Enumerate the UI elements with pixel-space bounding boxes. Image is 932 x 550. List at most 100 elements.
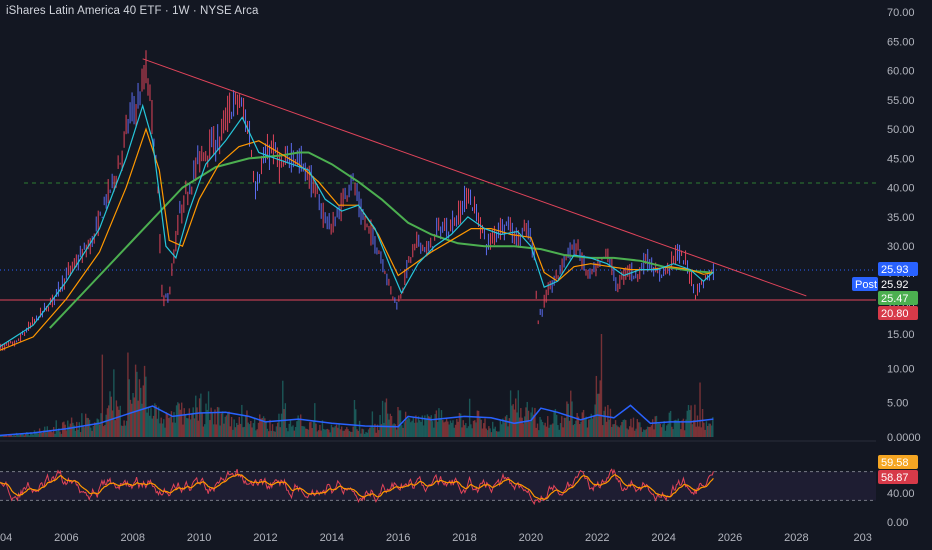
volume-bar	[241, 404, 243, 437]
volume-bar	[293, 430, 296, 437]
volume-bar	[385, 398, 388, 437]
trendline[interactable]	[142, 58, 807, 297]
volume-bar	[264, 418, 266, 437]
volume-bar	[461, 427, 463, 437]
volume-bar	[114, 420, 116, 437]
volume-bar	[419, 420, 421, 437]
volume-bar	[206, 409, 208, 437]
volume-bar	[247, 422, 249, 437]
volume-bar	[699, 382, 701, 437]
volume-bar	[465, 423, 467, 437]
volume-bar	[95, 422, 97, 437]
volume-bar	[580, 421, 582, 437]
volume-bar	[196, 407, 198, 437]
volume-bar	[29, 432, 32, 437]
volume-bar	[255, 430, 257, 437]
volume-bar	[508, 418, 511, 437]
volume-bar	[431, 421, 434, 437]
volume-bar	[407, 417, 409, 437]
volume-bar	[388, 419, 390, 437]
volume-bar	[572, 425, 575, 437]
volume-bar	[477, 410, 480, 437]
volume-bar	[427, 416, 430, 437]
volume-bar	[712, 417, 714, 437]
volume-bar	[5, 435, 8, 437]
volume-bar	[366, 432, 368, 437]
ema-fast-line	[0, 103, 714, 348]
volume-bar	[178, 403, 180, 437]
volume-bar	[530, 412, 532, 437]
volume-bar	[47, 431, 50, 437]
rsi-line	[0, 468, 714, 506]
volume-bar	[168, 418, 170, 437]
volume-bar	[8, 435, 10, 437]
volume-bar	[498, 431, 500, 437]
time-axis-tick: 2016	[386, 532, 410, 544]
volume-bar	[515, 398, 517, 437]
volume-bar	[370, 426, 372, 437]
volume-bar	[664, 430, 667, 437]
volume-bar	[72, 422, 74, 437]
volume-bar	[195, 395, 197, 437]
volume-bar	[17, 434, 19, 437]
volume-bar	[266, 428, 269, 437]
price-axis-tick: 60.00	[887, 66, 915, 78]
volume-bar	[429, 417, 431, 437]
volume-bar	[333, 427, 335, 437]
volume-bar	[658, 422, 660, 437]
volume-bar	[211, 413, 214, 437]
volume-bar	[474, 420, 476, 437]
volume-bar	[511, 405, 513, 437]
volume-bar	[174, 422, 176, 437]
volume-bar	[413, 422, 416, 437]
volume-bar	[612, 424, 614, 437]
volume-bar	[358, 420, 361, 437]
volume-bar	[81, 413, 83, 437]
volume-bar	[187, 418, 189, 437]
volume-bar	[349, 431, 352, 437]
volume-bar	[646, 426, 649, 437]
volume-bar	[600, 334, 603, 437]
volume-bar	[421, 415, 423, 437]
volume-bar	[594, 404, 596, 437]
volume-bar	[189, 419, 192, 437]
volume-bar	[109, 391, 111, 437]
volume-bar	[422, 425, 425, 437]
volume-bar	[239, 423, 242, 437]
volume-bar	[236, 423, 238, 437]
support-value-badge-bg	[878, 306, 918, 320]
volume-bar	[101, 354, 104, 437]
volume-bar	[709, 423, 711, 437]
volume-bar	[541, 421, 544, 437]
volume-bar	[332, 427, 334, 437]
volume-bar	[296, 421, 298, 437]
volume-bar	[215, 424, 217, 437]
volume-bar	[518, 417, 521, 437]
volume-bar	[584, 418, 586, 437]
volume-bar	[443, 422, 445, 437]
volume-bar	[500, 424, 503, 437]
volume-bar	[586, 427, 589, 437]
volume-bar	[12, 435, 14, 437]
time-axis-tick: 04	[0, 532, 12, 544]
volume-bar	[138, 379, 141, 437]
volume-bar	[102, 426, 105, 437]
volume-bar	[590, 413, 592, 437]
volume-bar	[666, 425, 668, 437]
volume-bar	[28, 435, 31, 437]
volume-bar	[659, 423, 662, 437]
volume-bar	[412, 416, 415, 437]
volume-bar	[540, 419, 543, 437]
volume-bar	[337, 427, 339, 437]
volume-bar	[289, 420, 292, 437]
volume-bar	[634, 430, 636, 437]
volume-bar	[164, 427, 166, 437]
volume-bar	[599, 380, 601, 437]
volume-bar	[561, 416, 563, 437]
volume-bar	[595, 375, 598, 437]
volume-bar	[680, 429, 682, 437]
volume-bar	[78, 422, 80, 437]
volume-bar	[705, 421, 708, 437]
volume-bar	[392, 424, 394, 437]
